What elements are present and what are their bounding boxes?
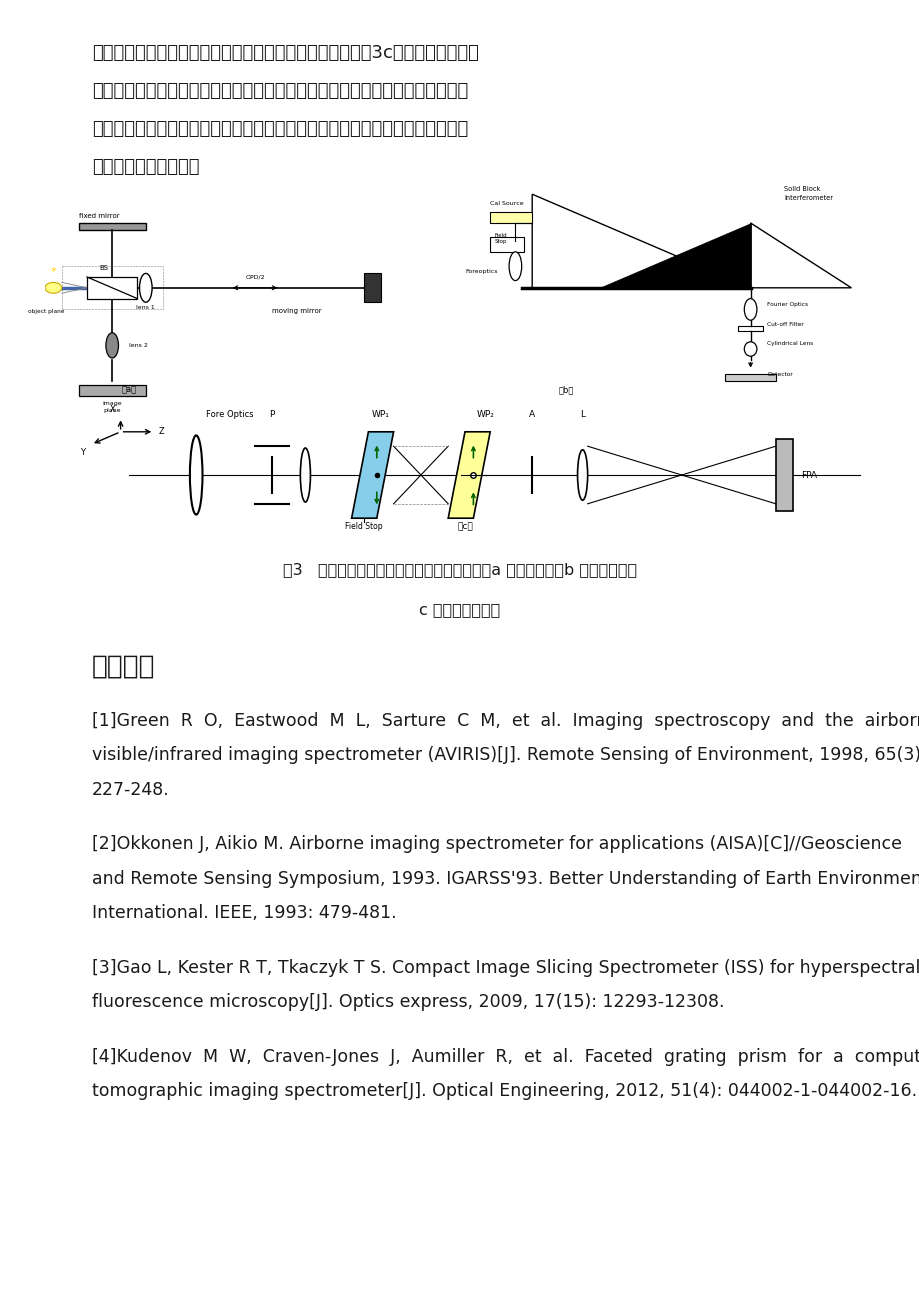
Text: WP₂: WP₂ [477,410,494,419]
Text: c 时空混合调制型: c 时空混合调制型 [419,602,500,617]
Text: Fore Optics: Fore Optics [206,410,254,419]
Text: Y: Y [80,448,85,457]
Text: Foreoptics: Foreoptics [464,270,497,275]
Text: image: image [102,401,122,406]
Text: Cal Source: Cal Source [490,201,523,206]
Text: （b）: （b） [558,385,573,395]
Text: visible/infrared imaging spectrometer (AVIRIS)[J]. Remote Sensing of Environment: visible/infrared imaging spectrometer (A… [92,746,919,764]
Ellipse shape [106,333,119,358]
Ellipse shape [140,273,152,302]
Text: [3]Gao L, Kester R T, Tkaczyk T S. Compact Image Slicing Spectrometer (ISS) for : [3]Gao L, Kester R T, Tkaczyk T S. Compa… [92,960,919,976]
Text: International. IEEE, 1993: 479-481.: International. IEEE, 1993: 479-481. [92,905,396,923]
Text: Stop: Stop [494,238,506,243]
Text: 空混合调制型为静态。: 空混合调制型为静态。 [92,158,199,176]
Text: object plane: object plane [28,309,64,314]
Text: 227-248.: 227-248. [92,781,170,799]
Text: fluorescence microscopy[J]. Optics express, 2009, 17(15): 12293-12308.: fluorescence microscopy[J]. Optics expre… [92,993,724,1012]
Text: 参考文献: 参考文献 [92,654,155,680]
Bar [737,326,763,331]
Text: [2]Okkonen J, Aikio M. Airborne imaging spectrometer for applications (AISA)[C]/: [2]Okkonen J, Aikio M. Airborne imaging … [92,836,901,854]
Text: [4]Kudenov  M  W,  Craven-Jones  J,  Aumiller  R,  et  al.  Faceted  grating  pr: [4]Kudenov M W, Craven-Jones J, Aumiller… [92,1048,919,1066]
Bar [490,237,523,251]
Polygon shape [599,223,750,288]
Text: Z: Z [158,427,164,436]
Text: FPA: FPA [800,470,816,479]
Text: A: A [528,410,535,419]
Ellipse shape [45,283,62,293]
Text: Cut-off Filter: Cut-off Filter [766,322,803,327]
Text: 狭缝又无动镜，通过推扫实现全部空间的干涉图样获取。干涉型成像光谱技术按: 狭缝又无动镜，通过推扫实现全部空间的干涉图样获取。干涉型成像光谱技术按 [92,82,468,100]
Text: WP₁: WP₁ [371,410,390,419]
Bar [78,223,145,230]
Ellipse shape [577,449,587,500]
Text: plane: plane [103,409,120,414]
Text: Field Stop: Field Stop [345,522,382,531]
Text: *: * [51,267,56,277]
Text: tomographic imaging spectrometer[J]. Optical Engineering, 2012, 51(4): 044002-1-: tomographic imaging spectrometer[J]. Opt… [92,1082,916,1100]
Ellipse shape [189,435,202,514]
Text: Solid Block: Solid Block [783,186,820,191]
Text: P: P [269,410,274,419]
Bar [78,385,145,396]
Ellipse shape [743,298,756,320]
Bar [87,277,137,298]
Text: lens 2: lens 2 [129,342,148,348]
Text: X: X [109,405,115,414]
Polygon shape [531,194,750,288]
Text: Interferometer: Interferometer [783,194,833,201]
Text: lens 1: lens 1 [136,306,155,310]
Text: 型的结构有三角共路系统和双折射晶体偏振干涉系统（如图3c），这类系统既无: 型的结构有三角共路系统和双折射晶体偏振干涉系统（如图3c），这类系统既无 [92,44,479,62]
Bar [490,212,531,223]
Text: Fourier Optics: Fourier Optics [766,302,808,307]
Text: Cylindrical Lens: Cylindrical Lens [766,341,812,346]
Text: （c）: （c） [457,522,472,531]
Text: and Remote Sensing Symposium, 1993. IGARSS'93. Better Understanding of Earth Env: and Remote Sensing Symposium, 1993. IGAR… [92,870,919,888]
Text: OPD/2: OPD/2 [245,275,265,280]
Text: 有无运动装置可分为静态型和动态型，其中时间调制型为动态，空间调制型和时: 有无运动装置可分为静态型和动态型，其中时间调制型为动态，空间调制型和时 [92,120,468,138]
Text: Detector: Detector [766,372,792,378]
Text: L: L [580,410,584,419]
Polygon shape [448,432,490,518]
Text: Field: Field [494,233,506,238]
Text: 图3   三种典型的干涉成像光谱仪工作原理图：a 时间调制型；b 空间调制型；: 图3 三种典型的干涉成像光谱仪工作原理图：a 时间调制型；b 空间调制型； [283,562,636,577]
Text: [1]Green  R  O,  Eastwood  M  L,  Sarture  C  M,  et  al.  Imaging  spectroscopy: [1]Green R O, Eastwood M L, Sarture C M,… [92,712,919,730]
Text: BS: BS [99,264,108,271]
Polygon shape [750,223,850,288]
Ellipse shape [300,448,310,503]
Text: （a）: （a） [121,385,136,395]
Bar [724,374,775,381]
Polygon shape [351,432,393,518]
Bar [775,439,792,510]
Ellipse shape [508,251,521,281]
Ellipse shape [743,342,756,357]
Text: moving mirror: moving mirror [272,309,322,314]
Bar [364,273,380,302]
Text: fixed mirror: fixed mirror [78,212,119,219]
